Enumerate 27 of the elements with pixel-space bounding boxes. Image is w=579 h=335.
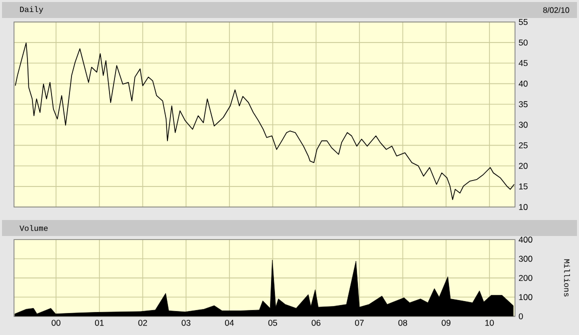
x-tick-label: 05 bbox=[268, 320, 278, 326]
line-series bbox=[14, 42, 515, 200]
y-tick-label: 50 bbox=[518, 40, 528, 46]
x-tick-label: 02 bbox=[138, 320, 147, 326]
y-tick-label: 400 bbox=[518, 236, 532, 243]
y-tick-label: 55 bbox=[518, 19, 528, 25]
y-tick-label: 10 bbox=[519, 204, 528, 210]
y-tick-label: 200 bbox=[518, 274, 532, 281]
y-tick-label: 45 bbox=[518, 60, 528, 66]
y-tick-label: 15 bbox=[519, 183, 528, 190]
x-tick-label: 06 bbox=[312, 320, 320, 326]
y-tick-label: 40 bbox=[518, 80, 528, 87]
y-tick-label: 35 bbox=[518, 101, 528, 108]
x-tick-label: 01 bbox=[94, 320, 104, 326]
x-tick-label: 08 bbox=[398, 320, 408, 326]
x-tick-label: 07 bbox=[355, 320, 364, 326]
y-tick-label: 25 bbox=[518, 142, 528, 148]
y-tick-label: 30 bbox=[518, 122, 528, 128]
y-tick-label: 20 bbox=[518, 162, 528, 169]
y-tick-label: 300 bbox=[518, 256, 532, 262]
x-tick-label: 03 bbox=[182, 320, 190, 326]
x-tick-label: 09 bbox=[442, 320, 450, 326]
x-tick-label: 00 bbox=[52, 320, 60, 326]
x-tick-label: 04 bbox=[225, 320, 234, 326]
x-tick-label: 10 bbox=[485, 320, 494, 326]
y-tick-label: 100 bbox=[519, 294, 532, 300]
y-tick-label: 0 bbox=[518, 313, 523, 320]
